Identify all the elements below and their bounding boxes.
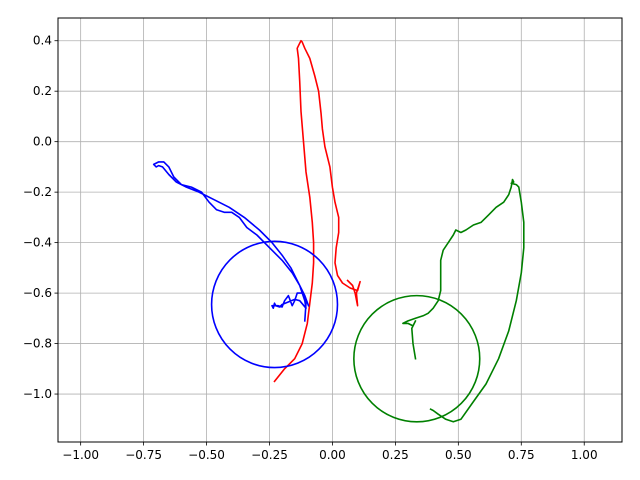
y-tick-label: −0.8 <box>23 337 52 351</box>
grid <box>58 18 622 442</box>
x-tick-label: 1.00 <box>571 448 598 462</box>
x-tick-label: 0.50 <box>445 448 472 462</box>
circle-series-3 <box>210 240 339 369</box>
x-tick-label: −0.50 <box>188 448 225 462</box>
x-tick-label: −0.25 <box>251 448 288 462</box>
x-tick-label: 0.75 <box>508 448 535 462</box>
plot-area-frame <box>57 17 623 443</box>
trajectory-series-1 <box>152 161 310 322</box>
x-tick-label: −0.75 <box>125 448 162 462</box>
circle-series-4 <box>353 294 481 423</box>
x-tick-label: −1.00 <box>62 448 99 462</box>
axis-ticks: −1.00 −0.75 −0.50 −0.25 0.00 0.25 0.50 0.75 1.00… <box>23 34 598 462</box>
trajectory-series-2 <box>402 178 525 423</box>
y-tick-label: 0.0 <box>33 135 52 149</box>
x-tick-label: 0.00 <box>319 448 346 462</box>
y-tick-label: −0.4 <box>23 236 52 250</box>
plot-series <box>152 39 525 423</box>
x-tick-label: 0.25 <box>382 448 409 462</box>
y-tick-label: 0.4 <box>33 34 52 48</box>
y-tick-label: −0.2 <box>23 185 52 199</box>
y-tick-label: −1.0 <box>23 387 52 401</box>
trajectory-series-0 <box>273 39 361 383</box>
y-tick-label: −0.6 <box>23 286 52 300</box>
y-tick-label: 0.2 <box>33 84 52 98</box>
